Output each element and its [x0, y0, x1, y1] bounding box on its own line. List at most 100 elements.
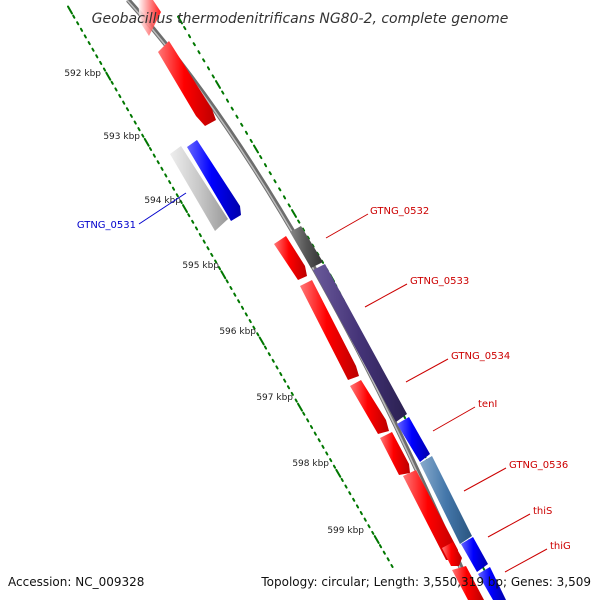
minor-tick — [168, 180, 172, 185]
kbp-label: 592 kbp — [64, 69, 101, 79]
minor-tick — [187, 34, 192, 39]
gene-label-gtng-0533[interactable]: GTNG_0533 — [410, 276, 469, 287]
minor-tick — [378, 544, 383, 549]
gene-label-thig[interactable]: thiG — [550, 541, 571, 552]
gene-label-gtng-0531[interactable]: GTNG_0531 — [77, 220, 136, 231]
minor-tick — [297, 219, 301, 224]
minor-tick — [263, 345, 268, 350]
kbp-label: 598 kbp — [292, 459, 329, 469]
minor-tick — [237, 299, 241, 304]
minor-tick — [194, 226, 199, 231]
leader-line-gtng-0533 — [364, 283, 408, 308]
gene-label-teni[interactable]: tenI — [478, 399, 497, 410]
minor-tick — [325, 451, 329, 456]
minor-tick — [340, 477, 344, 482]
minor-tick — [390, 564, 394, 568]
feature-red-d — [380, 432, 410, 475]
feature-blue-thig — [478, 567, 506, 600]
leader-line-gtng-0536 — [463, 467, 507, 492]
gene-label-gtng-0534[interactable]: GTNG_0534 — [451, 351, 510, 362]
leader-line-gtng-0531 — [138, 192, 187, 225]
minor-tick — [306, 235, 310, 240]
minor-tick — [99, 60, 103, 65]
minor-tick — [225, 279, 229, 284]
minor-tick — [268, 171, 272, 176]
minor-tick — [210, 252, 214, 257]
minor-tick — [225, 98, 230, 103]
minor-tick — [211, 74, 215, 79]
minor-tick — [256, 332, 260, 337]
minor-tick — [282, 195, 287, 200]
feature-red-f — [442, 542, 462, 566]
minor-tick — [118, 94, 122, 99]
genome-summary-text: Topology: circular; Length: 3,550,319 bp… — [260, 575, 591, 589]
minor-tick — [287, 203, 291, 208]
minor-tick — [235, 114, 239, 119]
minor-tick — [183, 26, 187, 31]
feature-red-b — [300, 280, 359, 380]
minor-tick — [403, 415, 407, 420]
accession-text: Accession: NC_009328 — [8, 575, 144, 589]
feature-blue-teni — [397, 417, 430, 462]
feature-red-c — [350, 380, 389, 434]
major-tick — [105, 71, 112, 81]
minor-tick — [301, 227, 306, 232]
minor-tick — [278, 187, 282, 192]
feature-top-fade — [138, 0, 161, 36]
minor-tick — [217, 266, 222, 271]
feature-blue-0531 — [187, 140, 241, 221]
kbp-label: 595 kbp — [182, 261, 219, 271]
minor-tick — [240, 305, 245, 310]
minor-tick — [363, 517, 367, 522]
leader-line-this — [487, 513, 531, 538]
kbp-label: 597 kbp — [256, 393, 293, 403]
minor-tick — [283, 378, 287, 383]
minor-tick — [214, 259, 218, 264]
major-tick — [177, 15, 183, 25]
gene-label-this[interactable]: thiS — [533, 506, 552, 517]
major-tick — [215, 80, 221, 89]
minor-tick — [206, 246, 210, 251]
minor-tick — [244, 130, 249, 135]
minor-tick — [313, 431, 317, 436]
minor-tick — [79, 27, 84, 32]
minor-tick — [137, 127, 141, 132]
minor-tick — [317, 438, 321, 443]
minor-tick — [229, 286, 233, 290]
minor-tick — [87, 41, 91, 46]
minor-tick — [179, 199, 183, 204]
minor-tick — [249, 138, 253, 143]
minor-tick — [263, 163, 268, 168]
minor-tick — [95, 54, 99, 59]
minor-tick — [192, 42, 196, 47]
major-tick — [220, 270, 227, 280]
minor-tick — [125, 107, 130, 112]
gene-label-gtng-0536[interactable]: GTNG_0536 — [509, 460, 568, 471]
minor-tick — [371, 530, 375, 535]
minor-tick — [252, 325, 256, 330]
minor-tick — [83, 34, 87, 39]
minor-tick — [355, 504, 360, 509]
major-tick — [335, 468, 342, 478]
minor-tick — [382, 550, 386, 555]
major-tick — [67, 5, 73, 15]
minor-tick — [202, 58, 206, 63]
diagram-title: Geobacillus thermodenitrificans NG80-2, … — [92, 11, 509, 27]
minor-tick — [359, 511, 363, 516]
minor-tick — [230, 106, 234, 111]
minor-tick — [122, 100, 126, 105]
minor-tick — [332, 464, 337, 469]
minor-tick — [259, 155, 263, 160]
feature-red-a — [274, 236, 307, 280]
gene-label-gtng-0532[interactable]: GTNG_0532 — [370, 206, 429, 217]
major-tick — [253, 144, 259, 154]
minor-tick — [344, 484, 348, 489]
major-tick — [297, 402, 303, 412]
feature-grey-0531-neighbor — [170, 146, 228, 231]
minor-tick — [148, 147, 153, 151]
leader-line-gtng-0532 — [325, 213, 369, 239]
feature-purple-0533 — [313, 264, 407, 422]
minor-tick — [156, 160, 160, 165]
minor-tick — [306, 418, 310, 423]
